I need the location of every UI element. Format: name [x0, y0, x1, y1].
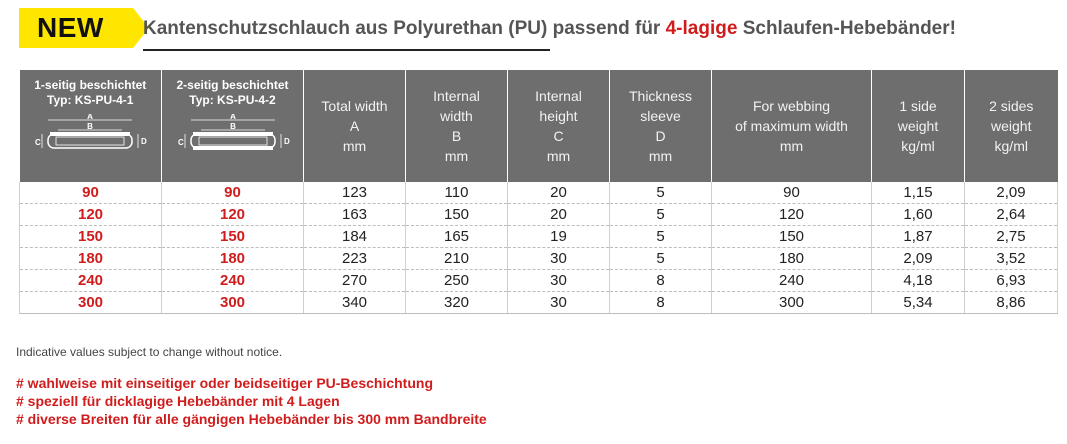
- col-header-webbing-width: For webbing of maximum width mm: [711, 70, 872, 182]
- new-badge-label: NEW: [37, 12, 104, 43]
- feature-item: # diverse Breiten für alle gängigen Hebe…: [16, 411, 487, 427]
- spec-table: 1-seitig beschichtet Typ: KS-PU-4-1 A B …: [19, 70, 1058, 314]
- table-cell: 2,75: [964, 225, 1058, 248]
- table-cell: 6,93: [964, 269, 1058, 292]
- feature-item: # speziell für dicklagige Hebebänder mit…: [16, 393, 340, 409]
- table-row: 90 90 123 110 20 5 90 1,15 2,09: [19, 182, 1058, 204]
- table-cell-type2: 300: [161, 291, 304, 314]
- table-cell: 110: [405, 182, 508, 204]
- table-cell-type2: 120: [161, 203, 304, 226]
- table-cell: 19: [507, 225, 610, 248]
- col-header-2-seitig: 2-seitig beschichtet Typ: KS-PU-4-2 A B …: [161, 70, 304, 182]
- feature-list: # wahlweise mit einseitiger oder beidsei…: [16, 374, 487, 428]
- table-cell-type2: 180: [161, 247, 304, 270]
- table-cell: 340: [303, 291, 406, 314]
- table-cell: 150: [405, 203, 508, 226]
- title-text: Kantenschutzschlauch aus Polyurethan (PU…: [143, 18, 666, 39]
- dim-label-a: A: [87, 114, 93, 121]
- feature-item: # wahlweise mit einseitiger oder beidsei…: [16, 375, 433, 391]
- dim-label-d: D: [141, 137, 147, 146]
- table-cell: 3,52: [964, 247, 1058, 270]
- table-cell: 20: [507, 182, 610, 204]
- dim-label-b: B: [230, 122, 236, 131]
- table-cell: 30: [507, 291, 610, 314]
- table-cell-type1: 150: [19, 225, 162, 248]
- dim-label-d: D: [284, 137, 290, 146]
- table-cell: 5: [609, 203, 712, 226]
- table-cell: 300: [711, 291, 872, 314]
- table-cell: 2,09: [871, 247, 965, 270]
- dim-label-a: A: [230, 114, 236, 121]
- cross-section-diagram-1: A B C D: [35, 114, 147, 149]
- table-row: 180 180 223 210 30 5 180 2,09 3,52: [19, 247, 1058, 270]
- table-row: 300 300 340 320 30 8 300 5,34 8,86: [19, 291, 1058, 314]
- table-cell: 5: [609, 225, 712, 248]
- table-cell: 1,87: [871, 225, 965, 248]
- table-cell: 4,18: [871, 269, 965, 292]
- table-cell: 120: [711, 203, 872, 226]
- table-cell: 2,09: [964, 182, 1058, 204]
- table-cell: 8,86: [964, 291, 1058, 314]
- table-cell-type2: 150: [161, 225, 304, 248]
- col-header-1-seitig: 1-seitig beschichtet Typ: KS-PU-4-1 A B …: [19, 70, 162, 182]
- table-cell: 320: [405, 291, 508, 314]
- table-cell-type1: 300: [19, 291, 162, 314]
- table-cell: 165: [405, 225, 508, 248]
- table-cell: 163: [303, 203, 406, 226]
- table-row: 240 240 270 250 30 8 240 4,18 6,93: [19, 269, 1058, 292]
- table-cell: 5: [609, 182, 712, 204]
- title-underline: [143, 49, 550, 51]
- table-cell: 223: [303, 247, 406, 270]
- dim-label-c: C: [35, 138, 41, 147]
- table-cell: 1,15: [871, 182, 965, 204]
- table-row: 120 120 163 150 20 5 120 1,60 2,64: [19, 203, 1058, 226]
- table-cell: 184: [303, 225, 406, 248]
- table-cell: 1,60: [871, 203, 965, 226]
- table-cell: 90: [711, 182, 872, 204]
- type-header-line2: Typ: KS-PU-4-2: [189, 93, 276, 107]
- table-cell: 150: [711, 225, 872, 248]
- table-cell-type1: 180: [19, 247, 162, 270]
- table-cell: 8: [609, 291, 712, 314]
- table-cell: 270: [303, 269, 406, 292]
- table-cell-type1: 240: [19, 269, 162, 292]
- table-cell: 210: [405, 247, 508, 270]
- table-cell: 5,34: [871, 291, 965, 314]
- page-title: Kantenschutzschlauch aus Polyurethan (PU…: [143, 18, 956, 40]
- title-text-end: Schlaufen-Hebebänder!: [737, 18, 956, 39]
- disclaimer-note: Indicative values subject to change with…: [16, 345, 283, 359]
- table-cell: 5: [609, 247, 712, 270]
- table-cell: 20: [507, 203, 610, 226]
- table-cell-type1: 90: [19, 182, 162, 204]
- table-cell: 123: [303, 182, 406, 204]
- table-cell-type2: 240: [161, 269, 304, 292]
- table-cell: 30: [507, 247, 610, 270]
- dim-label-c: C: [178, 138, 184, 147]
- dim-label-b: B: [87, 122, 93, 131]
- table-cell: 2,64: [964, 203, 1058, 226]
- cross-section-diagram-2: A B C D: [178, 114, 290, 150]
- table-cell: 240: [711, 269, 872, 292]
- type-header-line2: Typ: KS-PU-4-1: [47, 93, 134, 107]
- table-cell: 180: [711, 247, 872, 270]
- header-row: 1-seitig beschichtet Typ: KS-PU-4-1 A B …: [19, 70, 1058, 182]
- table-cell: 8: [609, 269, 712, 292]
- title-highlight: 4-lagige: [665, 18, 738, 39]
- new-badge: NEW: [19, 8, 149, 48]
- table-cell-type2: 90: [161, 182, 304, 204]
- table-cell-type1: 120: [19, 203, 162, 226]
- col-header-1-side-weight: 1 side weight kg/ml: [871, 70, 965, 182]
- table-cell: 30: [507, 269, 610, 292]
- type-header-line1: 1-seitig beschichtet: [34, 78, 147, 92]
- table-row: 150 150 184 165 19 5 150 1,87 2,75: [19, 225, 1058, 248]
- table-cell: 250: [405, 269, 508, 292]
- type-header-line1: 2-seitig beschichtet: [176, 78, 289, 92]
- col-header-2-sides-weight: 2 sides weight kg/ml: [964, 70, 1058, 182]
